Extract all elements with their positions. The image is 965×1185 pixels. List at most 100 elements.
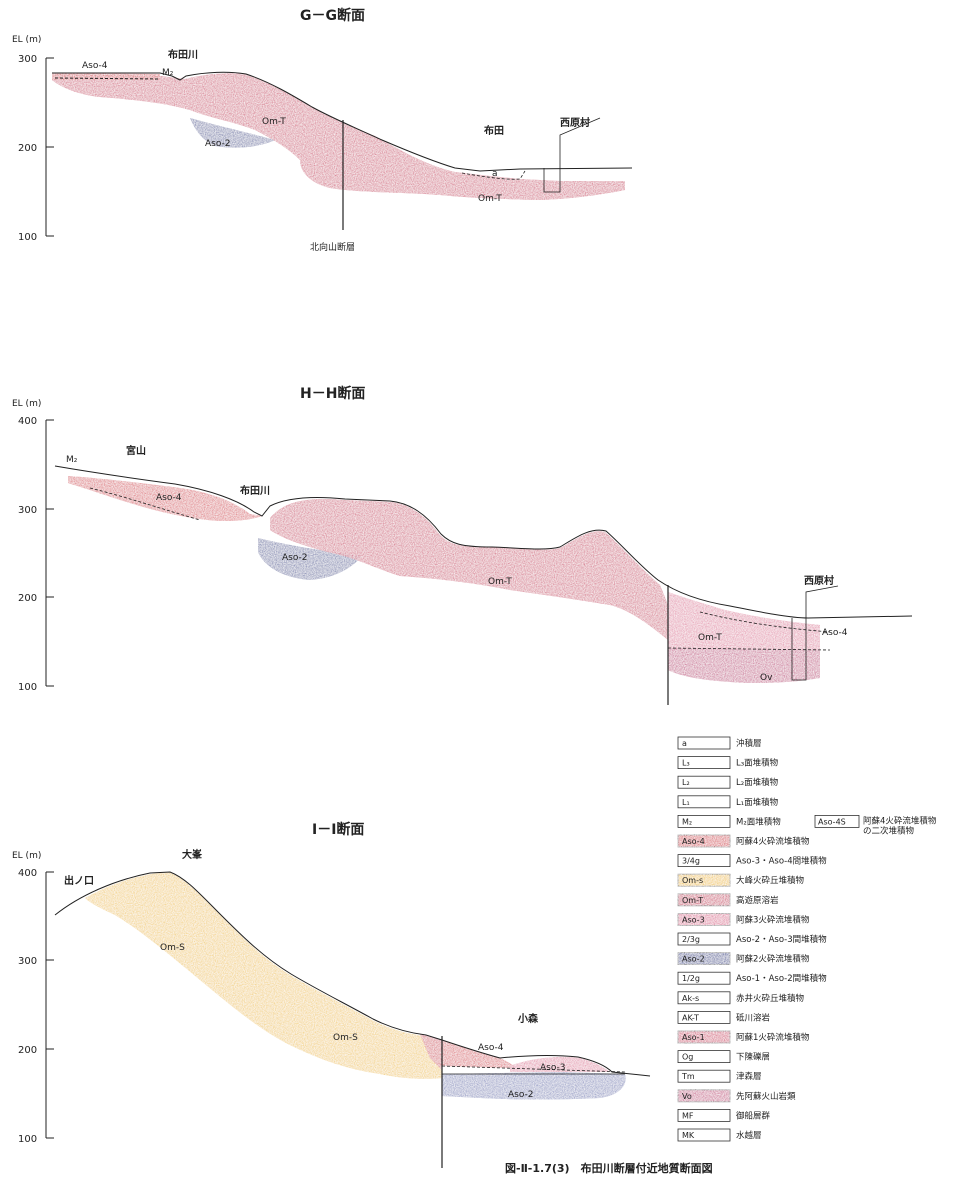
unit-label: Aso-4 [156,493,182,503]
tick-label: 100 [18,682,37,693]
place-label: 宮山 [126,444,146,457]
legend-swatch [677,1011,731,1024]
unit-label: Aso-2 [508,1090,534,1100]
fault-label: 北向山断層 [310,241,355,253]
place-label: 西原村 [560,116,590,129]
legend-code: 3/4g [682,857,700,866]
legend-swatch [677,991,731,1005]
village-boring-box [543,168,561,193]
legend-code: Og [682,1053,693,1062]
legend-item: L₃ L₃面堆積物 [677,756,779,769]
axis-label: EL (m) [12,399,41,409]
unit-label: Om-T [698,633,722,643]
legend-swatch [677,873,731,887]
legend-code: M₂ [682,817,692,826]
legend-swatch [677,1030,731,1044]
legend-item: M₂ M₂面堆積物 [677,815,781,828]
legend-swatch [677,795,731,809]
place-label: 西原村 [804,574,834,587]
legend-code: a [682,739,687,748]
legend-description: Aso-3・Aso-4間堆積物 [736,856,827,867]
legend-code: L₁ [682,798,690,807]
legend-description: 砥川溶岩 [736,1012,771,1023]
unit-aso-2 [190,118,275,148]
legend-description: 御船層群 [736,1110,771,1121]
legend-code: L₃ [682,759,690,768]
tick-label: 400 [18,416,37,427]
legend-swatch [677,854,731,867]
legend-item: L₁ L₁面堆積物 [677,795,779,809]
unit-label: M₂ [66,455,78,465]
tick-label: 200 [18,1045,37,1056]
place-label: 布田 [484,124,504,137]
legend-description: 津森層 [736,1071,762,1082]
legend-description: 阿蘇1火砕流堆積物 [736,1032,810,1043]
legend-swatch [677,971,731,985]
legend-description: 阿蘇3火砕流堆積物 [736,914,810,925]
legend-swatch [814,815,860,828]
legend-code: AK-T [682,1013,699,1022]
legend-swatch [677,893,731,907]
unit-ov [668,648,820,683]
legend-code: Tm [681,1072,695,1081]
legend-description: 大峰火砕丘堆積物 [736,875,805,886]
axis-label: EL (m) [12,35,41,45]
legend-item: MF 御船層群 [677,1109,771,1122]
unit-label: Aso-2 [282,553,308,563]
legend-item: Aso-4 阿蘇4火砕流堆積物 [677,834,810,848]
tick-label: 100 [18,1134,37,1145]
legend-item: Om-T 高遊原溶岩 [677,893,779,907]
legend-item: a 沖積層 [677,736,762,750]
legend-code: MF [682,1111,694,1120]
legend-description: M₂面堆積物 [736,816,781,827]
place-label: 布田川 [240,484,270,497]
place-label: 大峯 [182,848,203,861]
section-title: I－I断面 [312,821,364,838]
section-h-h: H－H断面 EL (m) 400 300 200 100 宮山 布田川 西原村 [12,385,913,705]
aso-4-base-line [54,77,161,80]
unit-label: Aso-3 [540,1063,566,1073]
legend-code: Aso-2 [682,955,705,964]
unit-label: Om-T [488,577,512,587]
tick-label: 100 [18,232,37,243]
legend-item: Aso-3 阿蘇3火砕流堆積物 [677,913,810,926]
unit-aso-2 [442,1072,626,1100]
section-g-g: G－G断面 EL (m) 300 200 100 北向山断層 布田川 布田 西原… [12,7,633,253]
legend-code: MK [682,1131,695,1140]
legend-item: Tm 津森層 [677,1069,762,1083]
village-pointer-line [559,117,601,168]
legend-code: L₂ [682,778,690,787]
unit-label: Aso-4 [478,1043,504,1053]
legend-code: Aso-3 [682,915,705,924]
legend-description: L₃面堆積物 [736,758,779,769]
legend-swatch [677,775,731,789]
unit-label: Aso-4 [822,628,848,638]
unit-label: a [492,169,498,179]
legend-swatch [677,1109,731,1122]
village-pointer-line [805,585,839,618]
layer-boundary-dashed [667,647,831,651]
legend-description: 赤井火砕丘堆積物 [736,993,805,1004]
legend-item: Vo 先阿蘇火山岩類 [677,1089,796,1103]
unit-label: Om-T [262,117,286,127]
tick-label: 200 [18,593,37,604]
unit-label: Om-S [160,943,185,953]
layer-boundary-dashed [699,611,831,633]
legend-swatch [677,1050,731,1063]
unit-om-t [270,498,668,640]
unit-label: Om-T [478,194,502,204]
legend-code: Om-T [682,896,703,905]
legend-item: 3/4g Aso-3・Aso-4間堆積物 [677,854,827,867]
legend-code: Aso-4 [682,837,705,846]
tick-label: 200 [18,143,37,154]
legend-description: L₂面堆積物 [736,777,779,788]
axis-label: EL (m) [12,851,41,861]
legend-description: 阿蘇4火砕流堆積物 [863,815,937,826]
legend-item: AK-T 砥川溶岩 [677,1011,771,1024]
unit-aso-2 [258,538,362,580]
legend-item: Om-s 大峰火砕丘堆積物 [677,873,805,887]
legend-swatch [677,1128,731,1142]
section-title: G－G断面 [300,7,365,24]
